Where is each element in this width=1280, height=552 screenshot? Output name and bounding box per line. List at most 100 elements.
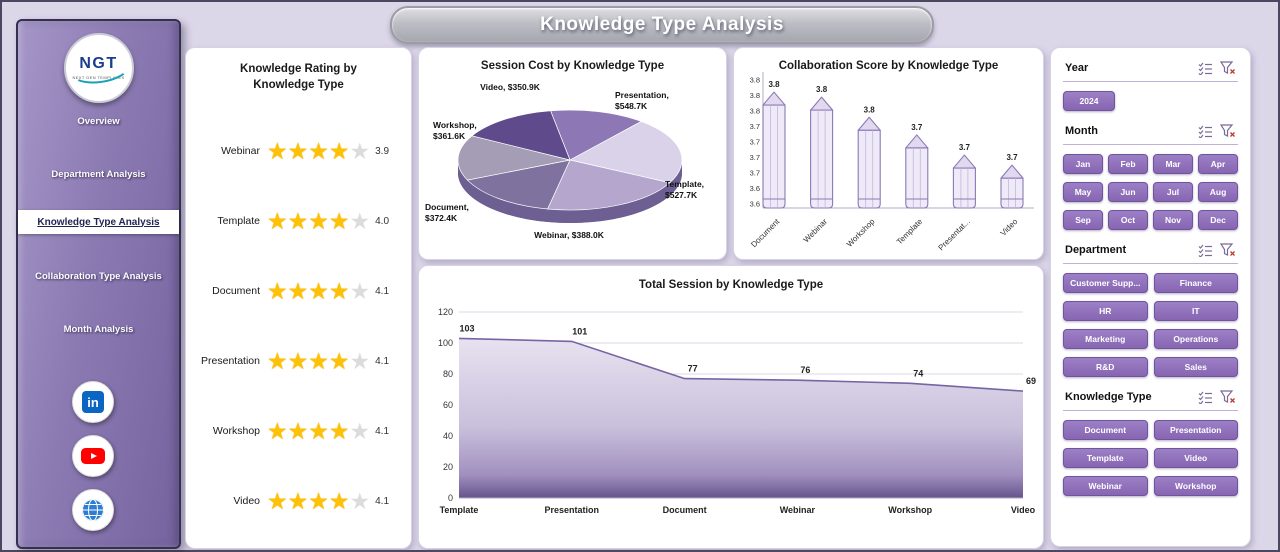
pencil-bar-tip <box>810 96 834 111</box>
month-option-aug[interactable]: Aug <box>1198 182 1238 202</box>
month-option-sep[interactable]: Sep <box>1063 210 1103 230</box>
rating-row-video: Video ★★★★★ 4.1 <box>196 490 407 513</box>
star-empty-icon: ★ <box>349 348 371 374</box>
youtube-glyph <box>81 448 105 464</box>
line-chart-title: Total Session by Knowledge Type <box>638 279 824 291</box>
line-category-label: Document <box>663 505 707 515</box>
month-option-jul[interactable]: Jul <box>1153 182 1193 202</box>
pie-slice-video <box>550 109 643 161</box>
multiselect-icon[interactable] <box>1198 391 1213 404</box>
star-rating: ★★★★★ <box>267 350 370 373</box>
department-option-hr[interactable]: HR <box>1063 301 1148 321</box>
pencil-bar-body-video <box>1000 177 1024 209</box>
pencil-value-label: 3.7 <box>911 123 923 132</box>
month-option-nov[interactable]: Nov <box>1153 210 1193 230</box>
department-option-operations[interactable]: Operations <box>1153 329 1238 349</box>
department-option-marketing[interactable]: Marketing <box>1063 329 1148 349</box>
star-rating: ★★★★★ <box>267 280 370 303</box>
star-empty-icon: ★ <box>349 418 371 444</box>
area-fill <box>459 338 1023 498</box>
area-line-chart: 0 20 40 60 80 100 120 103 101 77 76 74 69 Template Pre… <box>438 307 1036 515</box>
multiselect-icon[interactable] <box>1198 62 1213 75</box>
sidebar-item-department-analysis[interactable]: Department Analysis <box>51 168 146 180</box>
clear-filter-icon[interactable] <box>1220 390 1236 404</box>
clear-filter-icon[interactable] <box>1220 243 1236 257</box>
knowledge-type-option-workshop[interactable]: Workshop <box>1153 476 1238 496</box>
knowledge-type-option-video[interactable]: Video <box>1153 448 1238 468</box>
star-filled-icon: ★ <box>328 348 350 374</box>
line-series <box>458 337 1024 392</box>
filter-header-knowledge-type: Knowledge Type <box>1063 387 1238 411</box>
pencil-y-tick: 3.6 <box>750 184 760 193</box>
rating-value: 4.1 <box>375 425 390 437</box>
rating-category-label: Presentation <box>201 355 260 367</box>
pencil-bar-tip <box>1000 164 1024 179</box>
star-filled-icon: ★ <box>328 278 350 304</box>
multiselect-icon[interactable] <box>1198 125 1213 138</box>
star-filled-icon: ★ <box>308 138 329 164</box>
website-globe-icon[interactable] <box>72 489 114 531</box>
pencil-bar-chart: 3.8 3.8 3.8 3.7 3.7 3.7 3.7 3.6 3.6 3.8 Document 3.… <box>749 72 1034 252</box>
filter-label-month: Month <box>1065 125 1098 137</box>
multiselect-icon[interactable] <box>1198 244 1213 257</box>
month-option-jun[interactable]: Jun <box>1108 182 1148 202</box>
knowledge-type-option-webinar[interactable]: Webinar <box>1063 476 1148 496</box>
pie-slice-document <box>457 135 571 181</box>
year-option-2024[interactable]: 2024 <box>1063 91 1115 111</box>
star-empty-icon: ★ <box>349 138 371 164</box>
department-option-finance[interactable]: Finance <box>1153 273 1238 293</box>
knowledge-type-options: Document Presentation Template Video Webinar… <box>1063 420 1238 496</box>
line-value-label: 76 <box>800 365 810 375</box>
line-category-label: Presentation <box>545 505 600 515</box>
linkedin-icon[interactable]: in <box>72 381 114 423</box>
pencil-y-tick: 3.8 <box>750 91 760 100</box>
star-filled-icon: ★ <box>308 348 329 374</box>
rating-category-label: Webinar <box>221 145 260 157</box>
month-option-oct[interactable]: Oct <box>1108 210 1148 230</box>
knowledge-type-option-template[interactable]: Template <box>1063 448 1148 468</box>
clear-filter-icon[interactable] <box>1220 61 1236 75</box>
sidebar-item-collaboration-type-analysis[interactable]: Collaboration Type Analysis <box>35 270 162 282</box>
department-option-sales[interactable]: Sales <box>1153 357 1238 377</box>
collaboration-score-card: Collaboration Score by Knowledge Type 3.… <box>733 47 1044 260</box>
sidebar-item-overview[interactable]: Overview <box>77 115 120 127</box>
department-option-it[interactable]: IT <box>1153 301 1238 321</box>
department-option-r-d[interactable]: R&D <box>1063 357 1148 377</box>
star-filled-icon: ★ <box>267 348 288 374</box>
line-value-label: 69 <box>1026 376 1036 386</box>
sidebar-item-month-analysis[interactable]: Month Analysis <box>63 323 134 335</box>
month-option-jan[interactable]: Jan <box>1063 154 1103 174</box>
logo-subtext: NEXT GEN TEMPLATES <box>72 75 125 80</box>
star-filled-icon: ★ <box>287 418 309 444</box>
star-filled-icon: ★ <box>308 488 329 514</box>
pencil-bar-body-presentat <box>952 167 976 209</box>
month-option-may[interactable]: May <box>1063 182 1103 202</box>
youtube-icon[interactable] <box>72 435 114 477</box>
star-filled-icon: ★ <box>267 208 288 234</box>
month-option-dec[interactable]: Dec <box>1198 210 1238 230</box>
pencil-bar-body-webinar <box>810 109 834 209</box>
month-option-apr[interactable]: Apr <box>1198 154 1238 174</box>
month-option-mar[interactable]: Mar <box>1153 154 1193 174</box>
department-option-customer-supp[interactable]: Customer Supp... <box>1063 273 1148 293</box>
rating-row-webinar: Webinar ★★★★★ 3.9 <box>196 140 407 163</box>
month-option-feb[interactable]: Feb <box>1108 154 1148 174</box>
logo-text: NGT <box>79 55 118 72</box>
filter-label-year: Year <box>1065 62 1089 74</box>
pencil-bar-tip <box>762 91 786 106</box>
pencil-y-tick: 3.8 <box>750 107 760 116</box>
pie-slice-presentation <box>569 121 683 184</box>
sidebar-item-knowledge-type-analysis[interactable]: Knowledge Type Analysis <box>18 210 179 234</box>
logo: NGT NEXT GEN TEMPLATES <box>63 33 134 103</box>
knowledge-type-option-document[interactable]: Document <box>1063 420 1148 440</box>
pie-chart <box>457 109 683 223</box>
star-filled-icon: ★ <box>328 208 350 234</box>
pencil-y-tick: 3.7 <box>750 122 760 131</box>
star-filled-icon: ★ <box>308 208 329 234</box>
star-filled-icon: ★ <box>287 488 309 514</box>
filter-label-department: Department <box>1065 244 1127 256</box>
clear-filter-icon[interactable] <box>1220 124 1236 138</box>
rating-category-label: Video <box>233 495 260 507</box>
knowledge-type-option-presentation[interactable]: Presentation <box>1153 420 1238 440</box>
pie-slice-template <box>547 159 671 211</box>
